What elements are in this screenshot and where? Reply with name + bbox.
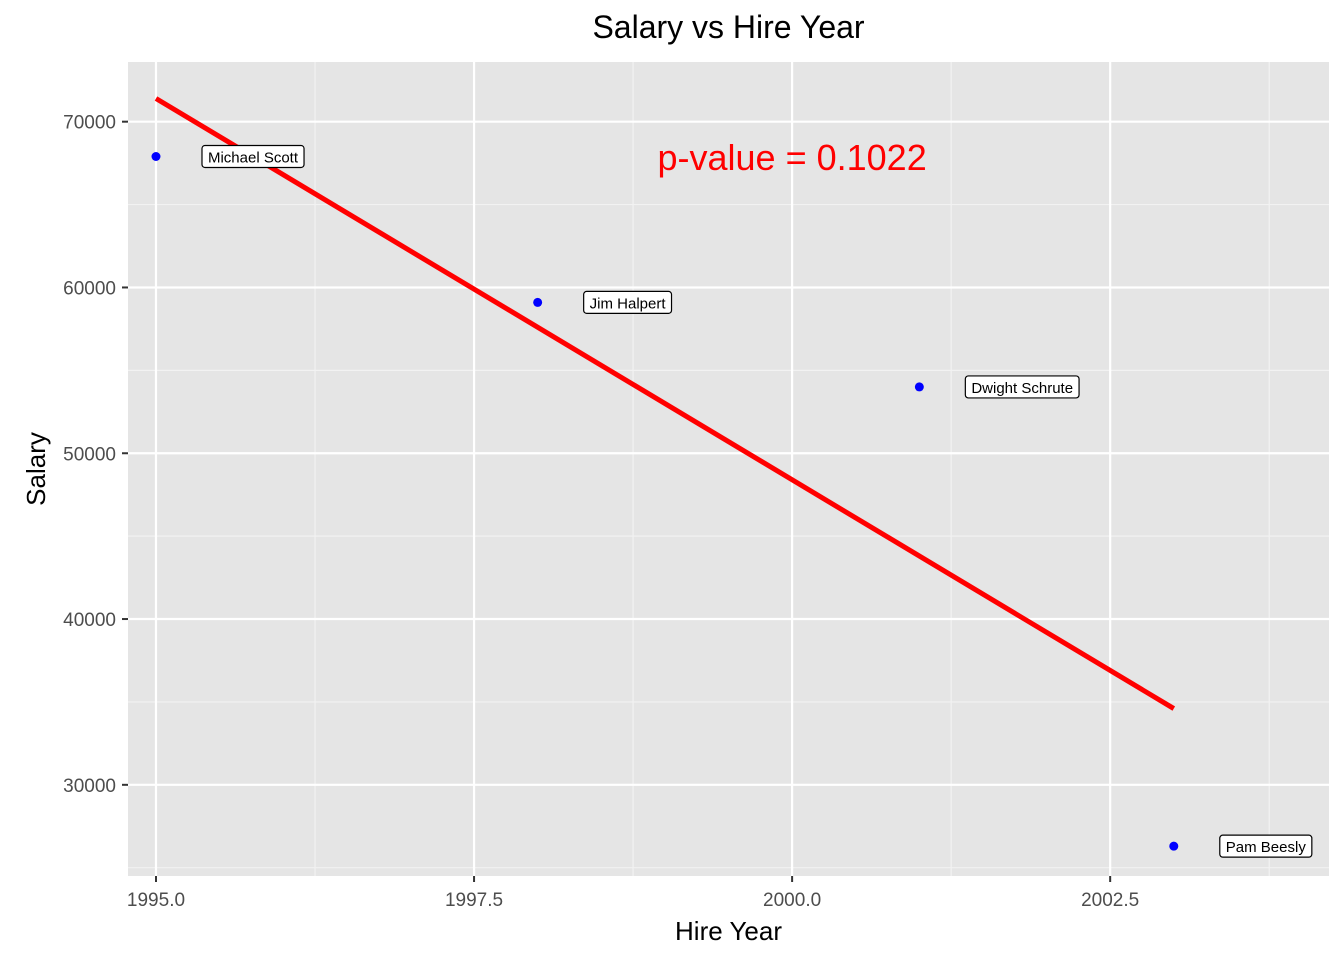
point-label-group: Michael Scott: [201, 144, 305, 169]
data-point: [533, 297, 543, 307]
plot-panel: [128, 62, 1329, 876]
point-label-box: [964, 375, 1080, 399]
data-point: [1169, 841, 1179, 851]
point-label-box: [1219, 834, 1313, 858]
x-tick-label: 1995.0: [127, 890, 185, 911]
x-axis-ticks: 1995.0 1997.5 2000.0 2002.5: [127, 876, 1139, 911]
point-label-group: Dwight Schrute: [964, 375, 1080, 399]
point-label: Jim Halpert: [590, 295, 667, 312]
regression-line: [154, 96, 1176, 711]
point-label: Michael Scott: [208, 149, 299, 166]
y-axis-title: Salary: [21, 432, 51, 506]
x-axis-title: Hire Year: [675, 916, 782, 946]
y-tick-label: 40000: [63, 610, 116, 631]
point-labels-layer: Michael Scott Jim Halpert Dwight Schrute Pa…: [201, 144, 1313, 858]
point-label: Pam Beesly: [1226, 839, 1307, 856]
data-point: [151, 151, 161, 161]
y-tick-label: 70000: [63, 113, 116, 134]
point-label-group: Pam Beesly: [1219, 834, 1313, 858]
point-label: Dwight Schrute: [971, 380, 1073, 397]
y-tick-label: 60000: [63, 278, 116, 299]
y-axis-ticks: 30000 40000 50000 60000 70000: [63, 113, 128, 797]
minor-gridlines: [128, 62, 1329, 876]
y-tick-label: 30000: [63, 776, 116, 797]
data-point: [914, 382, 924, 392]
point-label-box: [201, 144, 305, 169]
points-layer: [151, 151, 1179, 851]
y-tick-label: 50000: [63, 444, 116, 465]
p-value-annotation: p-value = 0.1022: [658, 137, 927, 178]
regression-line-layer: [154, 96, 1176, 711]
x-tick-label: 2002.5: [1081, 890, 1139, 911]
point-label-group: Jim Halpert: [583, 290, 673, 314]
x-tick-label: 2000.0: [763, 890, 821, 911]
x-tick-label: 1997.5: [445, 890, 503, 911]
major-gridlines: [128, 62, 1329, 876]
chart-title: Salary vs Hire Year: [592, 9, 864, 45]
point-label-box: [583, 290, 673, 314]
